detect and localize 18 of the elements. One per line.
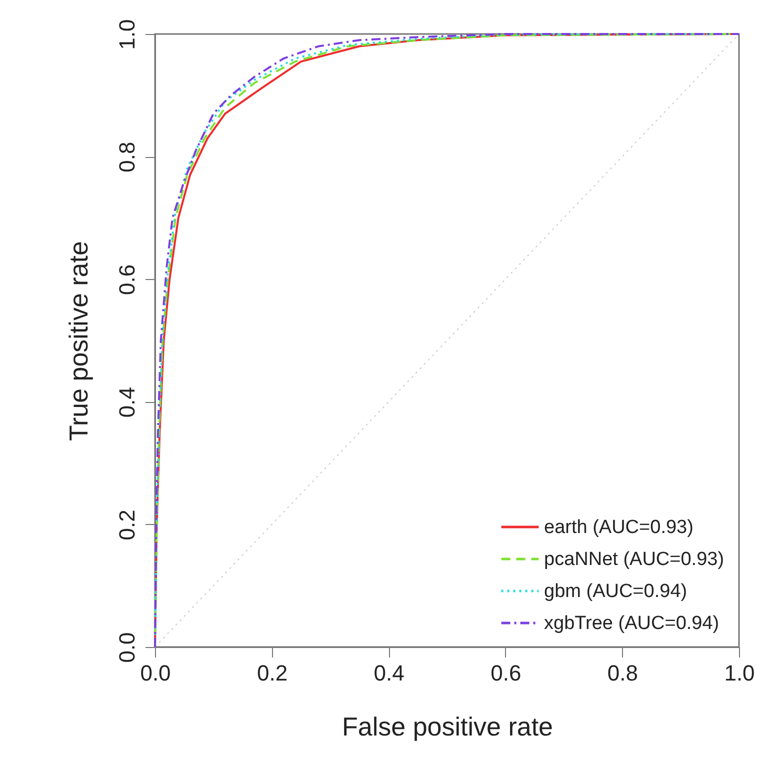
x-tick-label: 1.0 <box>724 660 755 686</box>
y-tick-label: 0.6 <box>114 264 140 295</box>
x-axis-title: False positive rate <box>342 712 553 742</box>
y-tick-label: 0.4 <box>114 387 140 418</box>
x-tick-label: 0.2 <box>257 660 288 686</box>
y-tick-label: 0.0 <box>114 632 140 663</box>
x-tick-label: 0.0 <box>140 660 171 686</box>
x-tick-label: 0.6 <box>490 660 522 686</box>
y-tick-label: 0.8 <box>114 142 140 172</box>
legend-label: xgbTree (AUC=0.94) <box>544 613 720 634</box>
legend-label: earth (AUC=0.93) <box>544 517 694 538</box>
x-tick-label: 0.4 <box>374 660 404 686</box>
x-tick-label: 0.8 <box>607 660 638 686</box>
y-tick-label: 0.2 <box>114 510 140 540</box>
y-axis-title: True positive rate <box>64 241 94 441</box>
legend-label: pcaNNet (AUC=0.93) <box>544 549 724 570</box>
y-tick-label: 1.0 <box>114 19 140 50</box>
legend-label: gbm (AUC=0.94) <box>544 581 688 602</box>
